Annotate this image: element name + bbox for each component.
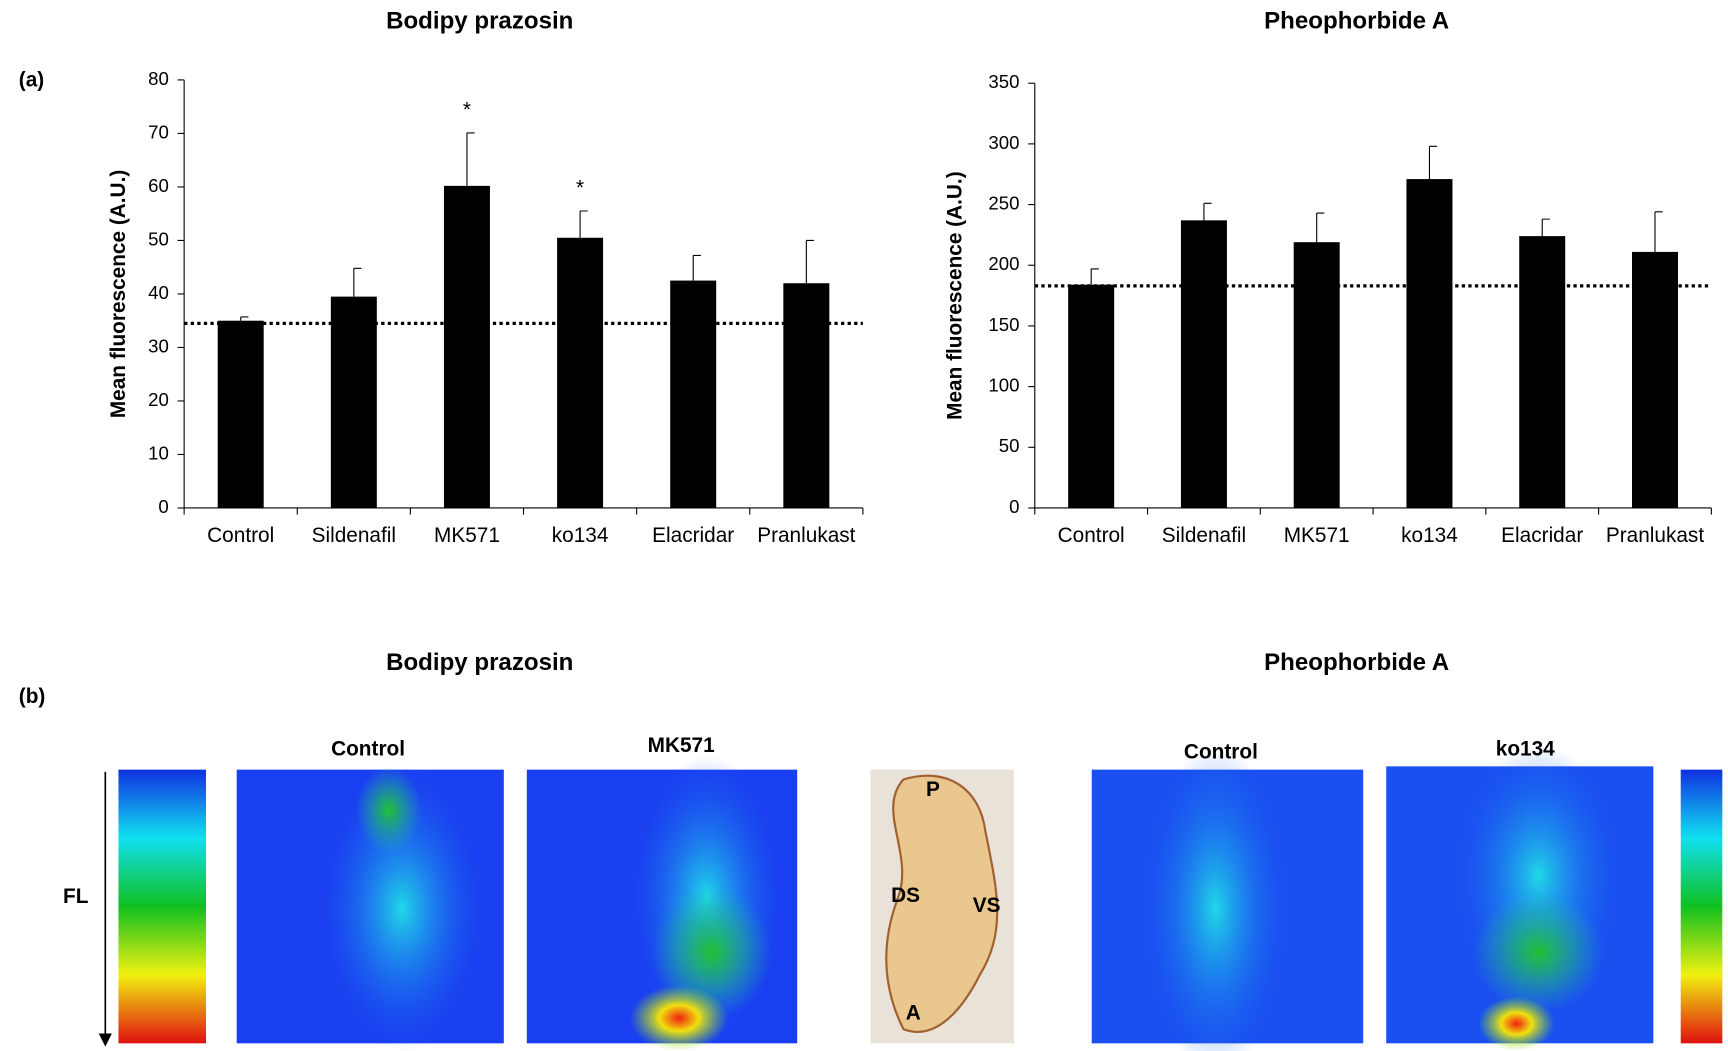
error-bar xyxy=(1090,268,1099,285)
blob xyxy=(651,886,773,1019)
error-bar xyxy=(1654,211,1663,252)
blob xyxy=(319,766,485,1051)
x-tick-label: Sildenafil xyxy=(1162,524,1246,547)
panel-label: (a) xyxy=(19,69,44,92)
chart-title: Pheophorbide A xyxy=(1264,7,1449,34)
chart-title: Bodipy prazosin xyxy=(386,7,573,34)
x-tick-label: ko134 xyxy=(552,524,609,547)
error-bar xyxy=(692,254,701,281)
y-tick-label: 50 xyxy=(999,435,1020,456)
image-label: MK571 xyxy=(648,734,715,757)
y-tick-label: 40 xyxy=(148,282,169,303)
bar xyxy=(330,296,377,508)
colorbar xyxy=(1680,769,1723,1044)
bar xyxy=(783,283,830,508)
x-tick-label: Sildenafil xyxy=(312,524,396,547)
annotation: * xyxy=(463,98,471,121)
bar xyxy=(443,185,490,508)
anatomy-label: A xyxy=(906,1001,921,1024)
y-tick-label: 80 xyxy=(148,68,169,89)
blob xyxy=(1472,892,1605,1013)
error-bar xyxy=(805,239,815,284)
annotation: * xyxy=(576,177,584,200)
anatomy-label: VS xyxy=(973,894,1001,917)
bar xyxy=(1406,179,1453,508)
y-tick-label: 350 xyxy=(988,71,1019,92)
x-tick-label: MK571 xyxy=(1284,524,1350,547)
tissue xyxy=(885,774,999,1033)
y-tick-label: 20 xyxy=(148,389,169,410)
x-tick-label: Pranlukast xyxy=(757,524,855,547)
anatomy-label: P xyxy=(926,778,940,801)
panel-label: (b) xyxy=(19,685,46,708)
image-label: Control xyxy=(1184,741,1258,764)
y-tick-label: 50 xyxy=(148,228,169,249)
y-tick-label: 0 xyxy=(1009,496,1019,517)
y-tick-label: 70 xyxy=(148,121,169,142)
colorbar xyxy=(118,769,207,1044)
blob xyxy=(356,766,422,854)
x-tick-label: Elacridar xyxy=(1501,524,1583,547)
x-tick-label: ko134 xyxy=(1401,524,1458,547)
image-label: ko134 xyxy=(1496,737,1555,760)
x-tick-label: Control xyxy=(207,524,274,547)
blob xyxy=(1478,996,1555,1051)
x-tick-label: Elacridar xyxy=(652,524,734,547)
bar xyxy=(217,320,264,508)
panel-b: Bodipy prazosin Pheophorbide A FL Contro… xyxy=(63,649,1723,1051)
bar xyxy=(557,237,604,508)
bar xyxy=(1293,242,1340,508)
bar xyxy=(1631,251,1678,508)
panel-title: Pheophorbide A xyxy=(1264,649,1449,676)
y-tick-label: 100 xyxy=(988,375,1019,396)
y-tick-label: 250 xyxy=(988,192,1019,213)
y-tick-label: 30 xyxy=(148,335,169,356)
x-tick-label: Control xyxy=(1058,524,1125,547)
error-bar xyxy=(1428,145,1438,180)
colorbar-label: FL xyxy=(63,885,89,908)
y-tick-label: 0 xyxy=(158,496,168,517)
blob xyxy=(1144,744,1287,1051)
error-bar xyxy=(1316,212,1325,243)
bar xyxy=(1180,220,1227,508)
error-bar xyxy=(1541,218,1550,237)
error-bar xyxy=(240,316,249,321)
y-tick-label: 150 xyxy=(988,314,1019,335)
bar xyxy=(1519,236,1566,508)
y-axis-label: Mean fluorescence (A.U.) xyxy=(943,171,966,419)
bar xyxy=(1068,284,1115,508)
y-axis-label: Mean fluorescence (A.U.) xyxy=(107,170,130,418)
bar xyxy=(670,280,717,508)
y-tick-label: 60 xyxy=(148,175,169,196)
y-tick-label: 300 xyxy=(988,132,1019,153)
y-tick-label: 10 xyxy=(148,442,169,463)
x-tick-label: MK571 xyxy=(434,524,500,547)
image-label: Control xyxy=(331,737,405,760)
error-bar xyxy=(466,132,475,186)
anatomy-label: DS xyxy=(891,884,920,907)
error-bar xyxy=(353,267,362,297)
x-tick-label: Pranlukast xyxy=(1606,524,1704,547)
blob xyxy=(629,985,729,1051)
y-tick-label: 200 xyxy=(988,253,1019,274)
error-bar xyxy=(579,210,588,238)
error-bar xyxy=(1203,202,1212,221)
panel-title: Bodipy prazosin xyxy=(386,649,573,676)
